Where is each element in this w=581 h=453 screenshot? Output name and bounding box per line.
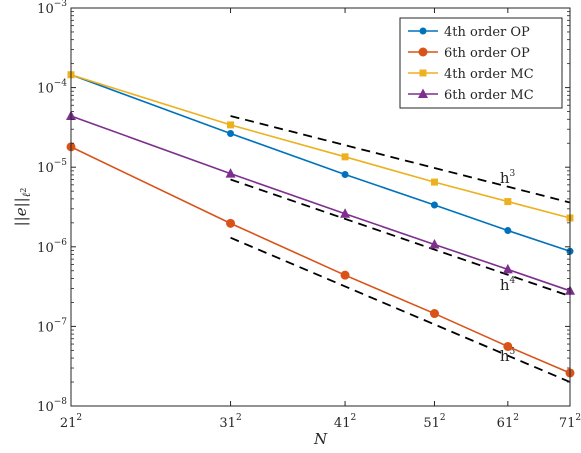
data-point xyxy=(429,309,439,319)
legend-entry: 6th order OP xyxy=(408,46,530,61)
reference-label-h3: h3 xyxy=(500,169,516,187)
data-point xyxy=(340,270,350,280)
series-line-3 xyxy=(70,115,571,292)
series-0 xyxy=(67,71,574,255)
y-tick-label: 10−3 xyxy=(37,0,67,17)
y-tick-label: 10−4 xyxy=(37,79,67,97)
x-tick-label: 212 xyxy=(60,413,82,431)
data-point xyxy=(226,218,236,228)
legend-entry: 4th order MC xyxy=(408,67,534,82)
x-axis-label: N xyxy=(313,430,328,448)
x-tick-label: 512 xyxy=(423,413,445,431)
series-1 xyxy=(66,142,575,378)
x-tick-label: 412 xyxy=(334,413,356,431)
data-point xyxy=(341,153,349,161)
data-point xyxy=(227,130,235,138)
reference-line-h3 xyxy=(230,115,571,204)
reference-line-h5 xyxy=(230,236,571,383)
axes-box xyxy=(70,7,571,407)
series-line-1 xyxy=(70,146,571,374)
data-point xyxy=(430,201,438,209)
data-point xyxy=(504,227,512,235)
y-tick-label: 10−7 xyxy=(37,317,67,335)
legend-marker xyxy=(418,47,428,57)
series-line-2 xyxy=(70,73,571,219)
axes: 212 312 412 512 612 712 10−8 10−7 10−6 10−5 10−4 10… xyxy=(12,0,581,448)
data-point xyxy=(227,121,235,129)
legend-label: 6th order MC xyxy=(444,88,534,103)
data-point xyxy=(502,263,513,274)
legend-marker xyxy=(419,69,427,77)
legend-box xyxy=(399,17,563,109)
legend-marker xyxy=(418,88,428,98)
y-tick-label: 10−6 xyxy=(37,238,67,256)
data-point xyxy=(429,238,440,249)
x-tick-label: 312 xyxy=(219,413,241,431)
legend: 4th order OP 6th order OP 4th order MC 6th … xyxy=(399,17,563,109)
legend-marker xyxy=(419,27,427,35)
legend-label: 4th order OP xyxy=(444,25,530,40)
data-point xyxy=(430,178,438,186)
x-tick-label: 612 xyxy=(497,413,519,431)
legend-label: 4th order MC xyxy=(444,67,534,82)
y-axis-label: ||e||ℓ2 xyxy=(12,188,33,227)
data-point xyxy=(340,208,351,218)
series-layer xyxy=(66,71,575,378)
legend-entry: 4th order OP xyxy=(408,25,530,40)
reference-label-h4: h4 xyxy=(500,276,516,294)
data-point xyxy=(503,341,513,351)
data-point xyxy=(341,170,349,178)
series-line-0 xyxy=(70,74,571,252)
legend-label: 6th order OP xyxy=(444,46,530,61)
data-point xyxy=(504,198,512,206)
data-point xyxy=(225,168,236,178)
y-tick-label: 10−8 xyxy=(37,397,67,415)
reference-lines: h3 h4 h5 xyxy=(230,115,571,383)
y-tick-label: 10−5 xyxy=(37,158,67,176)
reference-label-h5: h5 xyxy=(500,347,516,365)
legend-entry: 6th order MC xyxy=(408,88,534,103)
x-tick-label: 712 xyxy=(559,413,581,431)
